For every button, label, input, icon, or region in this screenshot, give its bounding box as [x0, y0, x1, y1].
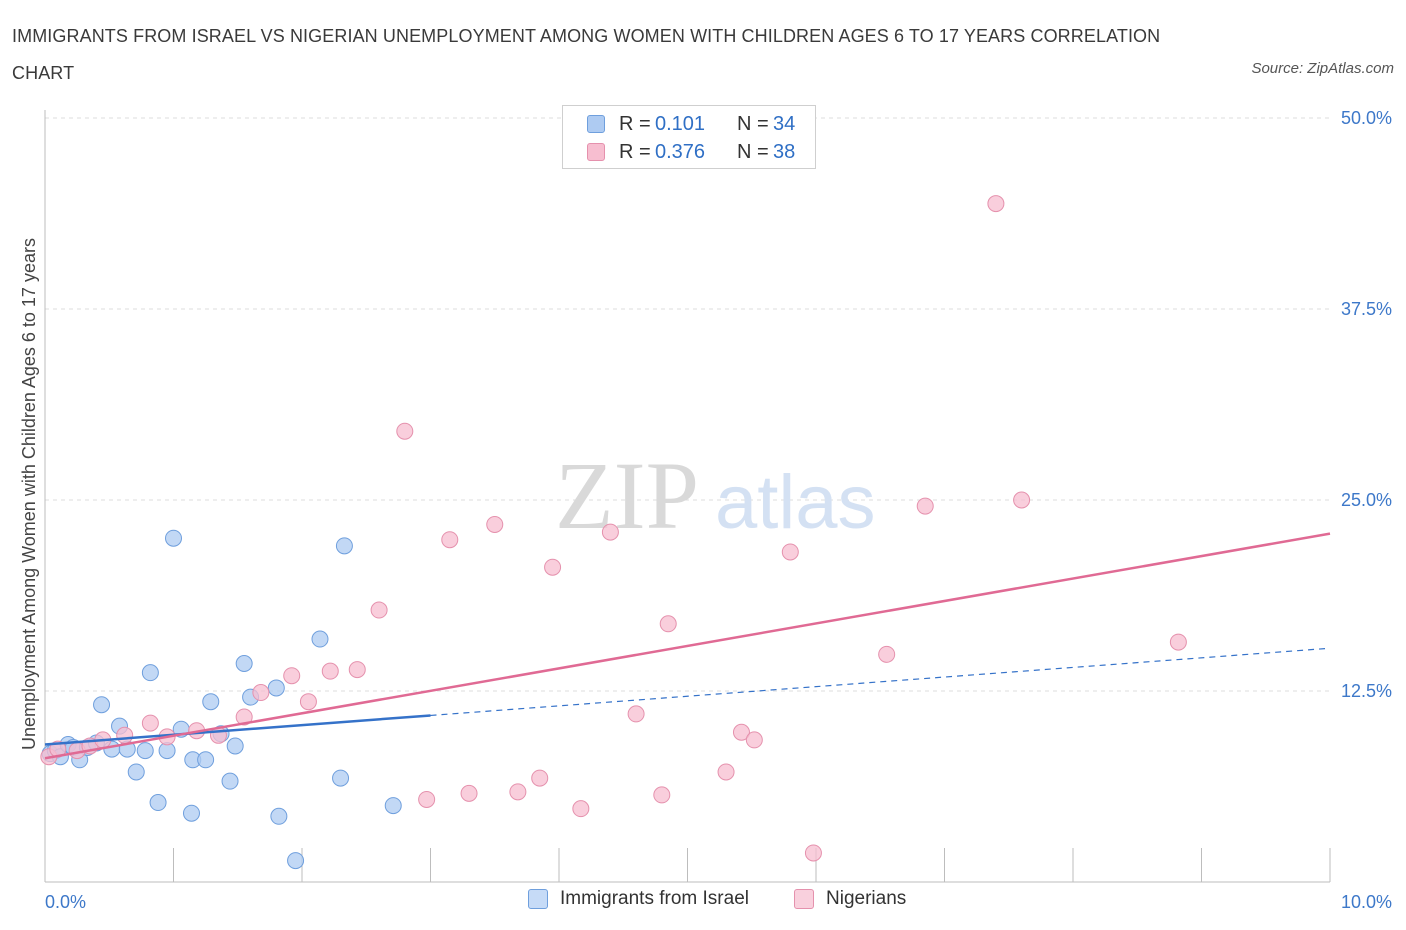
y-tick-label: 12.5%: [1341, 681, 1392, 701]
nigerian-point: [1013, 491, 1031, 509]
nigerian-point: [987, 195, 1005, 213]
legend-r-value: 0.376: [655, 140, 706, 163]
israel-trend-line: [44, 714, 431, 746]
nigerian-point: [141, 714, 159, 732]
legend-row-israel: R = 0.101 N = 34: [587, 111, 795, 137]
nigerian-point: [486, 515, 504, 533]
israel-point: [93, 696, 111, 714]
israel-point: [197, 751, 215, 769]
x-tick-label: 10.0%: [1341, 892, 1392, 912]
nigerian-point: [601, 523, 619, 541]
watermark-atlas: atlas: [715, 460, 876, 545]
nigerian-point: [370, 601, 388, 619]
israel-point: [384, 797, 402, 815]
nigerian-point: [717, 763, 735, 781]
nigerian-point: [531, 769, 549, 787]
x-tick-label: 0.0%: [45, 892, 86, 912]
bottom-legend-swatch-nigerians: [794, 889, 814, 909]
nigerian-point: [509, 783, 527, 801]
grid-lines: [45, 117, 1330, 692]
nigerian-point: [659, 615, 677, 633]
israel-trend-line-dashed: [430, 647, 1331, 717]
legend-r-value: 0.101: [655, 112, 706, 135]
bottom-legend-label-nigerians: Nigerians: [826, 888, 907, 909]
israel-point: [136, 742, 154, 760]
nigerian-point: [299, 693, 317, 711]
legend-n-label: N =: [737, 112, 769, 135]
nigerian-point: [781, 543, 799, 561]
bottom-legend: Immigrants from Israel Nigerians: [0, 888, 1406, 916]
source-label: Source: ZipAtlas.com: [1251, 60, 1394, 77]
israel-point: [335, 537, 353, 555]
israel-point: [311, 630, 329, 648]
bottom-legend-label-israel: Immigrants from Israel: [560, 888, 749, 909]
chart-title: IMMIGRANTS FROM ISRAEL VS NIGERIAN UNEMP…: [12, 26, 1161, 83]
nigerian-point: [572, 800, 590, 818]
nigerian-point: [252, 684, 270, 702]
nigerian-point: [116, 726, 134, 744]
nigerian-point: [441, 531, 459, 549]
legend-row-nigerians: R = 0.376 N = 38: [587, 139, 795, 165]
nigerian-point: [653, 786, 671, 804]
israel-point: [267, 679, 285, 697]
israel-point: [149, 794, 167, 812]
nigerian-point: [235, 708, 253, 726]
watermark: ZIP atlas: [555, 442, 876, 549]
nigerian-point: [745, 731, 763, 749]
nigerian-point: [283, 667, 301, 685]
y-tick-label: 50.0%: [1341, 108, 1392, 128]
nigerian-point: [321, 662, 339, 680]
legend-n-label: N =: [737, 140, 769, 163]
legend-n-value: 34: [773, 112, 796, 135]
nigerian-point: [878, 645, 896, 663]
israel-point: [141, 664, 159, 682]
bottom-legend-swatch-israel: [528, 889, 548, 909]
bottom-legend-nigerians: Nigerians: [794, 888, 906, 910]
legend-n-value: 38: [773, 140, 796, 163]
y-tick-label: 25.0%: [1341, 490, 1392, 510]
legend-r-label: R =: [619, 112, 651, 135]
nigerian-point: [804, 844, 822, 862]
nigerian-point: [348, 661, 366, 679]
legend: R = 0.101 N = 34 R = 0.376 N = 38: [562, 105, 816, 169]
ticks: 12.5% 25.0% 37.5% 50.0% 0.0% 10.0%: [45, 108, 1392, 912]
israel-point: [202, 693, 220, 711]
israel-point: [127, 763, 145, 781]
israel-point: [221, 772, 239, 790]
israel-point: [235, 654, 253, 672]
nigerian-point: [544, 558, 562, 576]
nigerian-point: [396, 422, 414, 440]
y-axis-label: Unemployment Among Women with Children A…: [19, 238, 39, 750]
nigerian-point: [1169, 633, 1187, 651]
bottom-legend-israel: Immigrants from Israel: [528, 888, 749, 910]
israel-point: [226, 737, 244, 755]
nigerian-trend-line: [44, 532, 1331, 760]
nigerian-point: [627, 705, 645, 723]
y-tick-label: 37.5%: [1341, 299, 1392, 319]
nigerian-point: [418, 790, 436, 808]
nigerian-point: [732, 723, 750, 741]
legend-swatch-israel: [587, 115, 605, 133]
nigerian-point: [916, 497, 934, 515]
legend-swatch-nigerians: [587, 143, 605, 161]
israel-point: [165, 529, 182, 547]
watermark-zip: ZIP: [555, 442, 699, 549]
israel-point: [332, 769, 350, 787]
data-points: [40, 195, 1187, 870]
israel-point: [182, 804, 200, 822]
trend-lines: [44, 532, 1331, 760]
israel-point: [270, 807, 288, 825]
israel-point: [287, 852, 305, 870]
legend-r-label: R =: [619, 140, 651, 163]
nigerian-point: [460, 784, 478, 802]
